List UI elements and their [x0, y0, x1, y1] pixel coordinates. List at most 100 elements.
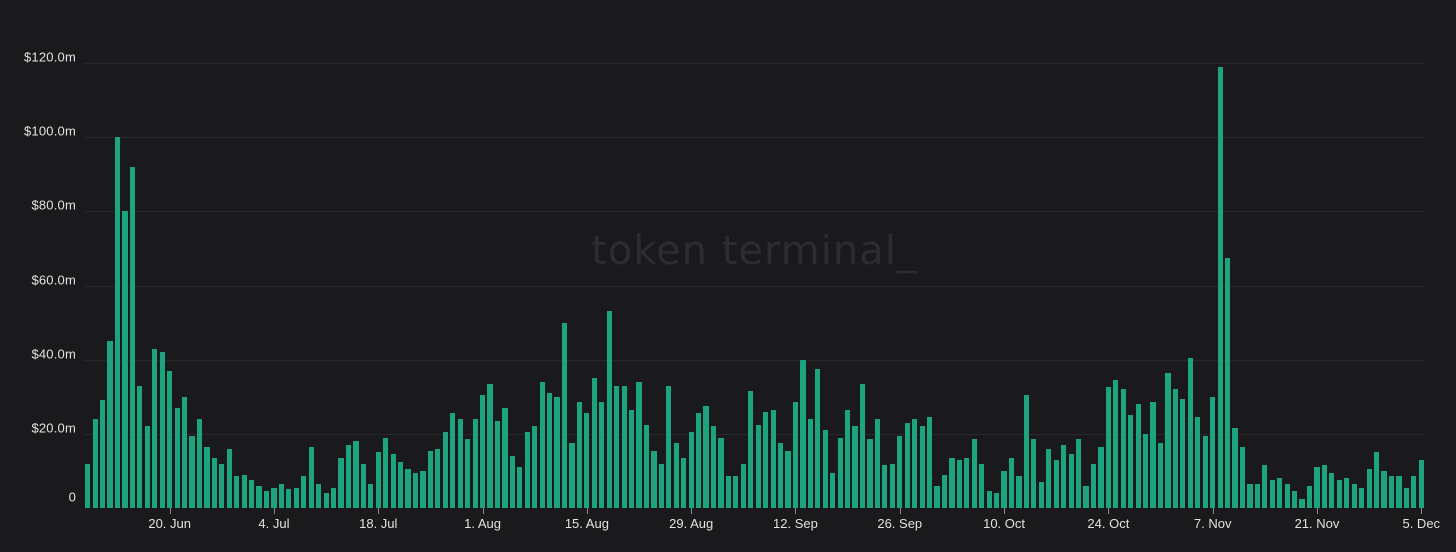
bar[interactable]	[956, 459, 962, 508]
bar[interactable]	[1359, 487, 1365, 508]
bar[interactable]	[196, 419, 203, 508]
bar[interactable]	[1001, 470, 1007, 508]
bar[interactable]	[524, 431, 530, 508]
bar[interactable]	[1157, 443, 1164, 508]
bar[interactable]	[211, 457, 217, 508]
bar[interactable]	[375, 452, 381, 508]
bar[interactable]	[330, 487, 337, 508]
bar[interactable]	[1031, 439, 1037, 508]
bar[interactable]	[964, 457, 970, 508]
bar[interactable]	[405, 469, 411, 508]
bar[interactable]	[547, 393, 553, 508]
bar[interactable]	[1247, 483, 1253, 508]
bar[interactable]	[554, 396, 560, 508]
bar[interactable]	[487, 383, 493, 508]
bar[interactable]	[189, 435, 195, 508]
bar[interactable]	[1202, 435, 1208, 508]
bar[interactable]	[628, 409, 635, 508]
bar[interactable]	[822, 430, 828, 508]
bar[interactable]	[1314, 467, 1320, 508]
bar[interactable]	[651, 450, 657, 508]
bar[interactable]	[807, 419, 813, 508]
bar[interactable]	[591, 378, 597, 508]
bar[interactable]	[584, 413, 590, 508]
bar[interactable]	[450, 413, 456, 508]
bar[interactable]	[994, 493, 1000, 508]
bar[interactable]	[114, 137, 121, 508]
bar[interactable]	[1396, 476, 1402, 508]
bar[interactable]	[867, 439, 873, 508]
bar[interactable]	[234, 476, 240, 508]
bar[interactable]	[338, 457, 344, 508]
bar[interactable]	[1023, 394, 1029, 508]
bar[interactable]	[949, 457, 955, 508]
bar[interactable]	[1038, 482, 1044, 508]
bar[interactable]	[979, 463, 985, 508]
bar[interactable]	[494, 420, 501, 508]
bar[interactable]	[442, 431, 448, 508]
bar[interactable]	[1105, 387, 1111, 508]
bar[interactable]	[1217, 66, 1223, 508]
bar[interactable]	[576, 402, 582, 508]
bar[interactable]	[681, 457, 687, 508]
bar[interactable]	[912, 419, 918, 508]
bar[interactable]	[763, 411, 769, 508]
bar[interactable]	[1016, 476, 1022, 508]
bar[interactable]	[85, 463, 91, 508]
bar[interactable]	[941, 474, 948, 508]
bar[interactable]	[316, 483, 322, 508]
bar[interactable]	[1262, 465, 1268, 508]
bar[interactable]	[226, 448, 232, 508]
bar[interactable]	[219, 463, 225, 508]
bar[interactable]	[733, 476, 739, 508]
bar[interactable]	[777, 443, 784, 508]
bar[interactable]	[934, 485, 940, 508]
bar[interactable]	[837, 437, 843, 508]
bar[interactable]	[1269, 480, 1275, 508]
bar[interactable]	[308, 446, 314, 508]
bar[interactable]	[122, 211, 128, 508]
bar[interactable]	[323, 493, 329, 508]
bar[interactable]	[435, 448, 441, 508]
bar[interactable]	[100, 400, 106, 508]
bar[interactable]	[785, 450, 791, 508]
bar[interactable]	[286, 489, 292, 508]
bar[interactable]	[874, 419, 880, 508]
bar[interactable]	[1351, 483, 1357, 508]
bar[interactable]	[472, 419, 478, 508]
bar[interactable]	[904, 422, 910, 508]
bar[interactable]	[800, 359, 806, 508]
bar[interactable]	[1120, 389, 1126, 508]
bar[interactable]	[1090, 463, 1097, 508]
bar[interactable]	[1299, 498, 1305, 508]
bar[interactable]	[204, 446, 210, 508]
bar[interactable]	[971, 439, 977, 508]
bar[interactable]	[740, 463, 746, 508]
bar[interactable]	[703, 406, 709, 508]
bar[interactable]	[673, 443, 679, 508]
bar[interactable]	[606, 311, 612, 508]
bar[interactable]	[129, 166, 135, 508]
bar[interactable]	[725, 476, 731, 508]
bar[interactable]	[1321, 465, 1327, 508]
bar[interactable]	[293, 487, 299, 508]
bar[interactable]	[502, 407, 508, 508]
bar[interactable]	[643, 424, 650, 508]
bar[interactable]	[174, 407, 180, 508]
bar[interactable]	[830, 472, 836, 508]
bar[interactable]	[1239, 446, 1246, 508]
bar[interactable]	[666, 385, 672, 508]
bar[interactable]	[1187, 357, 1193, 508]
bar[interactable]	[1053, 459, 1059, 508]
bar[interactable]	[1098, 446, 1104, 508]
bar[interactable]	[926, 417, 933, 508]
bar[interactable]	[561, 322, 568, 508]
bar[interactable]	[383, 437, 389, 508]
bar[interactable]	[1165, 372, 1171, 508]
bar[interactable]	[569, 443, 575, 508]
bar[interactable]	[599, 402, 605, 508]
bar[interactable]	[1083, 485, 1089, 508]
bar[interactable]	[897, 435, 903, 508]
bar[interactable]	[1292, 491, 1298, 508]
bar[interactable]	[1329, 472, 1335, 508]
